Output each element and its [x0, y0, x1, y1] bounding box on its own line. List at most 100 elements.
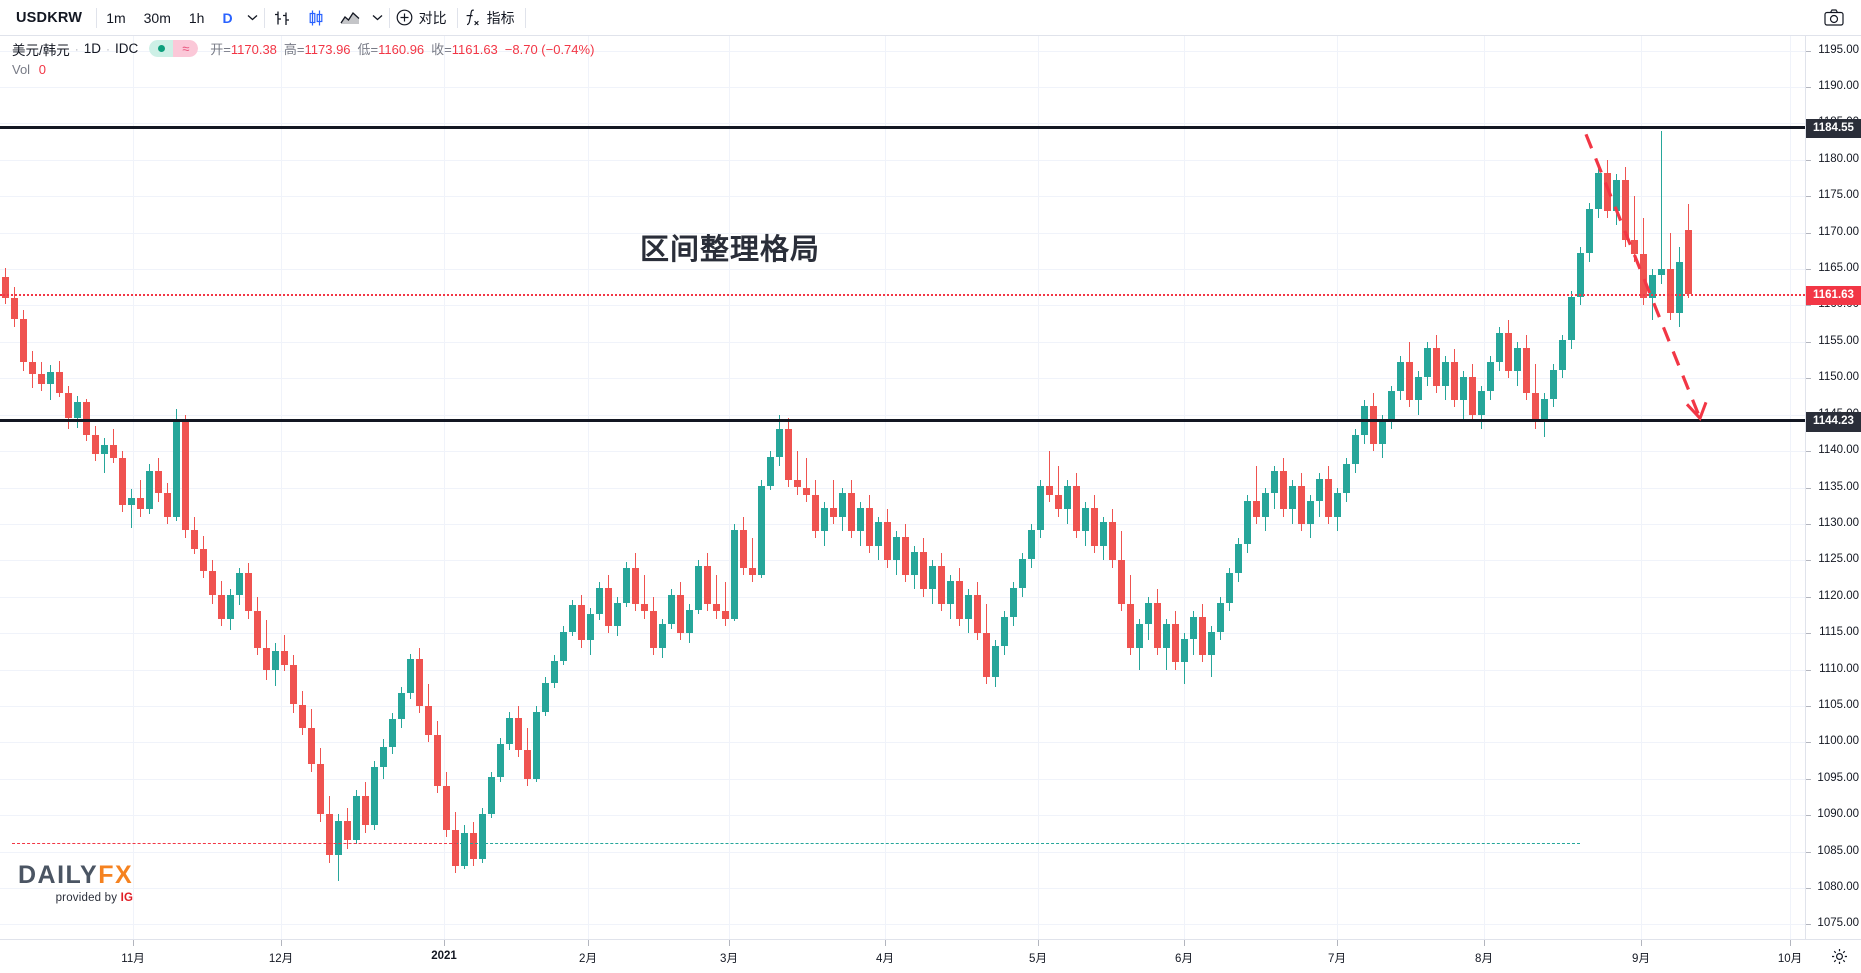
candlestick	[74, 36, 82, 939]
candle-body	[1433, 347, 1440, 386]
candle-body	[866, 507, 873, 546]
price-badge[interactable]: 1184.55	[1806, 118, 1861, 138]
candle-body	[1208, 631, 1215, 655]
candlestick	[785, 36, 793, 939]
horizontal-ray-support[interactable]	[0, 419, 1805, 423]
candlestick	[821, 36, 829, 939]
horizontal-ray-resistance[interactable]	[0, 125, 1805, 129]
candle-body	[1667, 269, 1674, 313]
chevron-down-icon[interactable]	[242, 0, 264, 36]
interval-1h[interactable]: 1h	[188, 9, 205, 26]
candlestick	[1586, 36, 1594, 939]
candle-body	[929, 566, 936, 590]
price-tick-label: 1100.00	[1818, 735, 1859, 748]
price-tick-label: 1130.00	[1818, 516, 1859, 529]
candle-body	[353, 796, 360, 840]
candlestick	[866, 36, 874, 939]
interval-30m[interactable]: 30m	[143, 9, 171, 26]
candle-body	[254, 611, 261, 648]
candle-body	[398, 692, 405, 720]
time-tick-label: 6月	[1175, 953, 1193, 965]
candlestick	[533, 36, 541, 939]
candle-body	[965, 595, 972, 619]
price-tick-label: 1105.00	[1818, 698, 1859, 711]
candlestick	[1613, 36, 1621, 939]
candlestick	[47, 36, 55, 939]
candlestick	[587, 36, 595, 939]
candle-body	[533, 711, 540, 779]
candlestick	[506, 36, 514, 939]
teal-dashed-level	[455, 842, 1580, 844]
chart-annotation-text: 区间整理格局	[640, 234, 821, 266]
candle-body	[974, 595, 981, 634]
candlestick	[461, 36, 469, 939]
grid-line	[0, 924, 1805, 926]
candlestick	[1046, 36, 1054, 939]
candle-body	[1118, 560, 1125, 604]
candle-body	[209, 570, 216, 596]
grid-line	[0, 487, 1805, 489]
candle-body	[47, 372, 54, 385]
candle-body	[857, 507, 864, 532]
indicators-label: 指标	[486, 9, 515, 26]
candlestick	[1154, 36, 1162, 939]
bar-chart-icon[interactable]	[265, 0, 299, 36]
candlestick	[2, 36, 10, 939]
grid-line	[0, 341, 1805, 343]
projection-arrow	[1584, 133, 1708, 422]
candlestick	[344, 36, 352, 939]
chart-pane[interactable]: 区间整理格局 DAILYFX provided by IG	[0, 36, 1805, 939]
candlestick	[1262, 36, 1270, 939]
indicators-button[interactable]: 指标	[458, 0, 525, 36]
price-badge[interactable]: 1144.23	[1806, 412, 1861, 432]
price-badge[interactable]: 1161.63	[1806, 285, 1861, 305]
candlestick	[1190, 36, 1198, 939]
area-chart-icon[interactable]	[333, 0, 367, 36]
chevron-down-icon[interactable]	[367, 0, 389, 36]
candlestick	[1379, 36, 1387, 939]
time-tick-mark	[1641, 940, 1642, 946]
price-tick-mark	[1806, 196, 1811, 198]
candlestick	[200, 36, 208, 939]
interval-1m[interactable]: 1m	[106, 9, 126, 26]
grid-line	[0, 305, 1805, 307]
candle-body	[1019, 558, 1026, 588]
price-tick-mark	[1806, 232, 1811, 234]
candlestick	[1406, 36, 1414, 939]
candlestick	[1280, 36, 1288, 939]
price-axis[interactable]: 1195.001190.001185.001180.001175.001170.…	[1805, 36, 1861, 939]
gear-icon[interactable]	[1831, 948, 1848, 965]
candle-body	[452, 829, 459, 867]
candlestick	[623, 36, 631, 939]
symbol-label[interactable]: USDKRW	[16, 9, 83, 26]
time-tick-label: 11月	[121, 953, 145, 965]
compare-button[interactable]: 对比	[390, 0, 457, 36]
time-tick-mark	[281, 940, 282, 946]
interval-1d[interactable]: D	[222, 9, 233, 26]
grid-line	[0, 778, 1805, 780]
candle-body	[164, 493, 171, 517]
price-tick-label: 1190.00	[1818, 79, 1859, 92]
price-tick-mark	[1806, 341, 1811, 343]
price-tick-label: 1110.00	[1819, 662, 1859, 675]
price-tick-mark	[1806, 50, 1811, 52]
candle-body	[479, 813, 486, 859]
candlestick	[1307, 36, 1315, 939]
candlestick-icon[interactable]	[299, 0, 333, 36]
candlestick	[875, 36, 883, 939]
grid-line	[0, 159, 1805, 161]
candle-body	[173, 421, 180, 517]
candlestick	[1298, 36, 1306, 939]
camera-icon[interactable]	[1817, 0, 1851, 36]
candlestick	[299, 36, 307, 939]
candlestick	[884, 36, 892, 939]
candle-body	[1550, 369, 1557, 399]
grid-line	[0, 232, 1805, 234]
time-axis[interactable]: 11月 12月 2021 2月 3月 4月 5月 6月 7月 8月 9月 10月	[0, 939, 1861, 973]
candlestick	[1505, 36, 1513, 939]
candlestick	[38, 36, 46, 939]
candlestick	[470, 36, 478, 939]
candle-body	[1469, 376, 1476, 415]
toolbar-divider	[263, 7, 265, 28]
candle-wick	[725, 582, 726, 626]
